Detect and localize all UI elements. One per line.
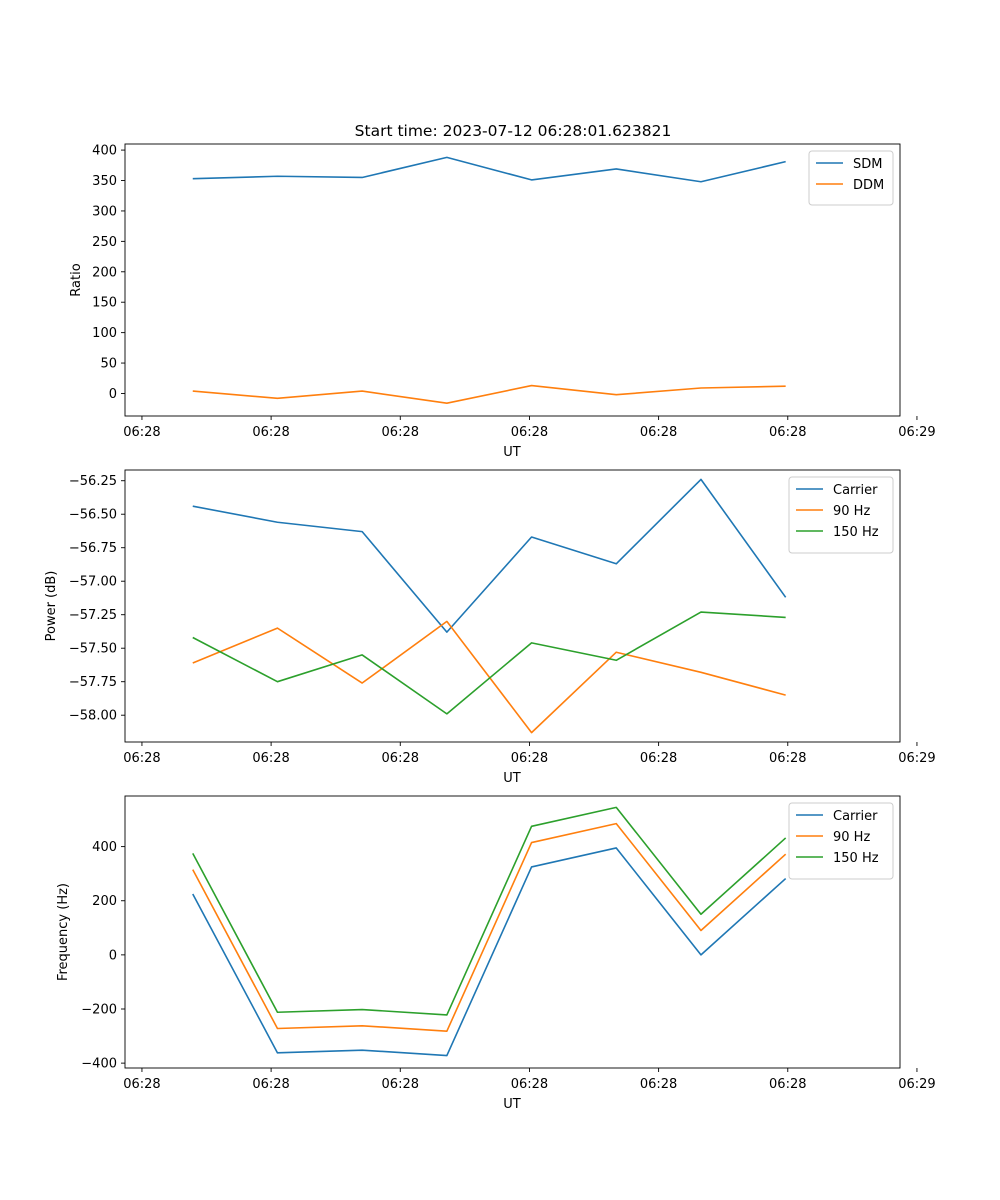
y-tick-label: −57.75 (69, 675, 117, 690)
series-line-150-hz (192, 806, 787, 1016)
y-tick-label: 400 (92, 840, 117, 855)
series-line-ddm (192, 384, 786, 405)
series-line-sdm (192, 156, 786, 183)
legend-box (788, 476, 894, 554)
chart-panel-3: 06:28 06:28 06:28 06:28 06:28 06:28 06:29 −400 −… (56, 795, 936, 1112)
y-tick-label: 50 (100, 357, 117, 372)
x-tick-label: 06:28 (252, 425, 289, 440)
x-tick-label: 06:28 (511, 1077, 548, 1092)
legend-label: SDM (853, 157, 882, 172)
y-tick-label: 250 (92, 235, 117, 250)
x-tick-label: 06:29 (898, 751, 935, 766)
y-tick-label: 400 (92, 144, 117, 159)
series-line-150-hz (192, 611, 786, 715)
chart-panel-2: 06:28 06:28 06:28 06:28 06:28 06:28 06:29 −58.0… (44, 469, 936, 786)
y-tick-label: 150 (92, 296, 117, 311)
legend: Carrier 90 Hz 150 Hz (788, 802, 894, 880)
legend-label: 150 Hz (833, 851, 879, 866)
x-axis-label: UT (503, 1097, 521, 1112)
y-tick-label: −58.00 (69, 709, 117, 724)
axes-frame (124, 795, 901, 1069)
y-axis-label: Power (dB) (44, 571, 59, 642)
x-axis-label: UT (503, 445, 521, 460)
legend-box (788, 802, 894, 880)
x-tick-label: 06:28 (769, 751, 806, 766)
x-tick-label: 06:29 (898, 1077, 935, 1092)
legend-label: 90 Hz (833, 504, 870, 519)
y-tick-label: 0 (109, 387, 117, 402)
y-axis-label: Ratio (69, 263, 84, 296)
y-tick-label: 100 (92, 326, 117, 341)
series-line-carrier (192, 478, 787, 633)
x-tick-label: 06:28 (252, 1077, 289, 1092)
x-tick-label: 06:28 (123, 1077, 160, 1092)
series-line-carrier (192, 847, 787, 1057)
x-tick-label: 06:28 (640, 751, 677, 766)
x-tick-label: 06:28 (123, 425, 160, 440)
x-tick-label: 06:28 (640, 425, 677, 440)
legend-label: Carrier (833, 809, 878, 824)
legend: SDM DDM (808, 150, 894, 206)
y-tick-label: −57.25 (69, 608, 117, 623)
y-tick-label: 350 (92, 174, 117, 189)
x-tick-label: 06:28 (252, 751, 289, 766)
y-tick-label: −57.50 (69, 642, 117, 657)
y-tick-label: 200 (92, 894, 117, 909)
chart-panel-1: 06:28 06:28 06:28 06:28 06:28 06:28 06:29 0 50 10… (69, 143, 936, 460)
y-axis-label: Frequency (Hz) (56, 883, 71, 981)
legend-label: Carrier (833, 483, 878, 498)
legend: Carrier 90 Hz 150 Hz (788, 476, 894, 554)
x-tick-label: 06:28 (382, 751, 419, 766)
x-tick-label: 06:28 (511, 425, 548, 440)
y-tick-label: 0 (109, 948, 117, 963)
legend-label: DDM (853, 178, 884, 193)
y-tick-label: 200 (92, 265, 117, 280)
x-axis-label: UT (503, 771, 521, 786)
legend-box (808, 150, 894, 206)
x-tick-label: 06:28 (382, 1077, 419, 1092)
x-tick-label: 06:29 (898, 425, 935, 440)
panels: 06:28 06:28 06:28 06:28 06:28 06:28 06:29 0 50 10… (44, 143, 936, 1112)
x-tick-label: 06:28 (769, 425, 806, 440)
y-tick-label: −400 (81, 1057, 117, 1072)
y-tick-label: −200 (81, 1002, 117, 1017)
axes-frame (124, 469, 901, 743)
series-line-90-hz (192, 822, 787, 1032)
x-tick-label: 06:28 (123, 751, 160, 766)
y-tick-label: −56.75 (69, 541, 117, 556)
x-tick-label: 06:28 (640, 1077, 677, 1092)
series-line-90-hz (192, 620, 786, 734)
y-tick-label: −56.25 (69, 474, 117, 489)
y-tick-label: −56.50 (69, 508, 117, 523)
x-tick-label: 06:28 (511, 751, 548, 766)
x-tick-label: 06:28 (769, 1077, 806, 1092)
legend-label: 90 Hz (833, 830, 870, 845)
y-tick-label: 300 (92, 204, 117, 219)
y-tick-label: −57.00 (69, 575, 117, 590)
legend-label: 150 Hz (833, 525, 879, 540)
x-tick-label: 06:28 (382, 425, 419, 440)
figure-title: Start time: 2023-07-12 06:28:01.623821 (355, 122, 672, 140)
axes-frame (124, 143, 901, 417)
